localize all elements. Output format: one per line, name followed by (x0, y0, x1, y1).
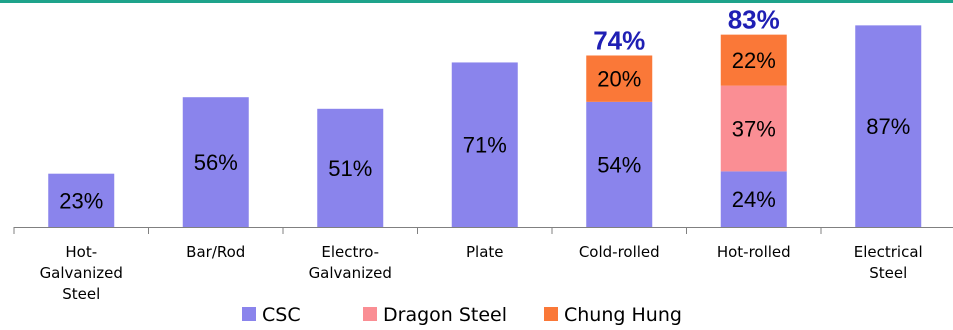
bar-csc-hot-rolled (720, 171, 787, 227)
legend-swatch-csc (242, 307, 256, 321)
category-label-electro-galvanized: Electro-Galvanized (309, 243, 392, 282)
data-label-csc-bar-rod: 56% (194, 150, 238, 175)
legend-swatch-chung-hung (544, 307, 558, 321)
bar-chung-hung-hot-rolled (720, 34, 787, 86)
data-label-csc-electrical-steel: 87% (866, 114, 910, 139)
bar-chung-hung-cold-rolled (586, 55, 653, 102)
category-label-bar-rod: Bar/Rod (186, 243, 245, 261)
bar-csc-bar-rod (182, 97, 249, 227)
data-label-csc-cold-rolled: 54% (597, 152, 641, 177)
legend-label-chung-hung: Chung Hung (564, 304, 682, 326)
total-label-cold-rolled: 74% (593, 25, 645, 55)
data-label-csc-plate: 71% (463, 133, 507, 158)
data-label-chung-hung-cold-rolled: 20% (597, 67, 641, 92)
bars-layer (48, 25, 922, 228)
bar-dragon-steel-hot-rolled (720, 85, 787, 172)
bar-csc-plate (451, 62, 518, 228)
bar-csc-electro-galvanized (317, 108, 384, 227)
legend-label-csc: CSC (262, 304, 301, 326)
data-label-csc-electro-galvanized: 51% (328, 156, 372, 181)
category-label-electrical-steel: Electrical Steel (854, 243, 923, 282)
data-label-dragon-steel-hot-rolled: 37% (732, 117, 776, 142)
x-axis: Hot-Galvanized Steel Bar/Rod Electro-Galvan… (13, 227, 953, 303)
category-label-hot-galvanized-steel: Hot-Galvanized Steel (40, 243, 123, 303)
value-labels-layer: 23% 56% 51% 71% 54% 20% 74% 24% 37% 22% 83% 87% (59, 5, 910, 214)
bar-csc-cold-rolled (586, 101, 653, 227)
legend-label-dragon-steel: Dragon Steel (383, 304, 507, 326)
legend: CSC Dragon Steel Chung Hung (242, 304, 682, 326)
category-label-plate: Plate (466, 243, 504, 261)
data-label-csc-hot-galvanized-steel: 23% (59, 188, 103, 213)
category-label-cold-rolled: Cold-rolled (579, 243, 660, 261)
data-label-csc-hot-rolled: 24% (732, 187, 776, 212)
legend-swatch-dragon-steel (363, 307, 377, 321)
bar-csc-hot-galvanized-steel (48, 173, 115, 227)
category-label-hot-rolled: Hot-rolled (717, 243, 791, 261)
bar-csc-electrical-steel (855, 25, 922, 228)
total-label-hot-rolled: 83% (728, 5, 780, 35)
data-label-chung-hung-hot-rolled: 22% (732, 48, 776, 73)
